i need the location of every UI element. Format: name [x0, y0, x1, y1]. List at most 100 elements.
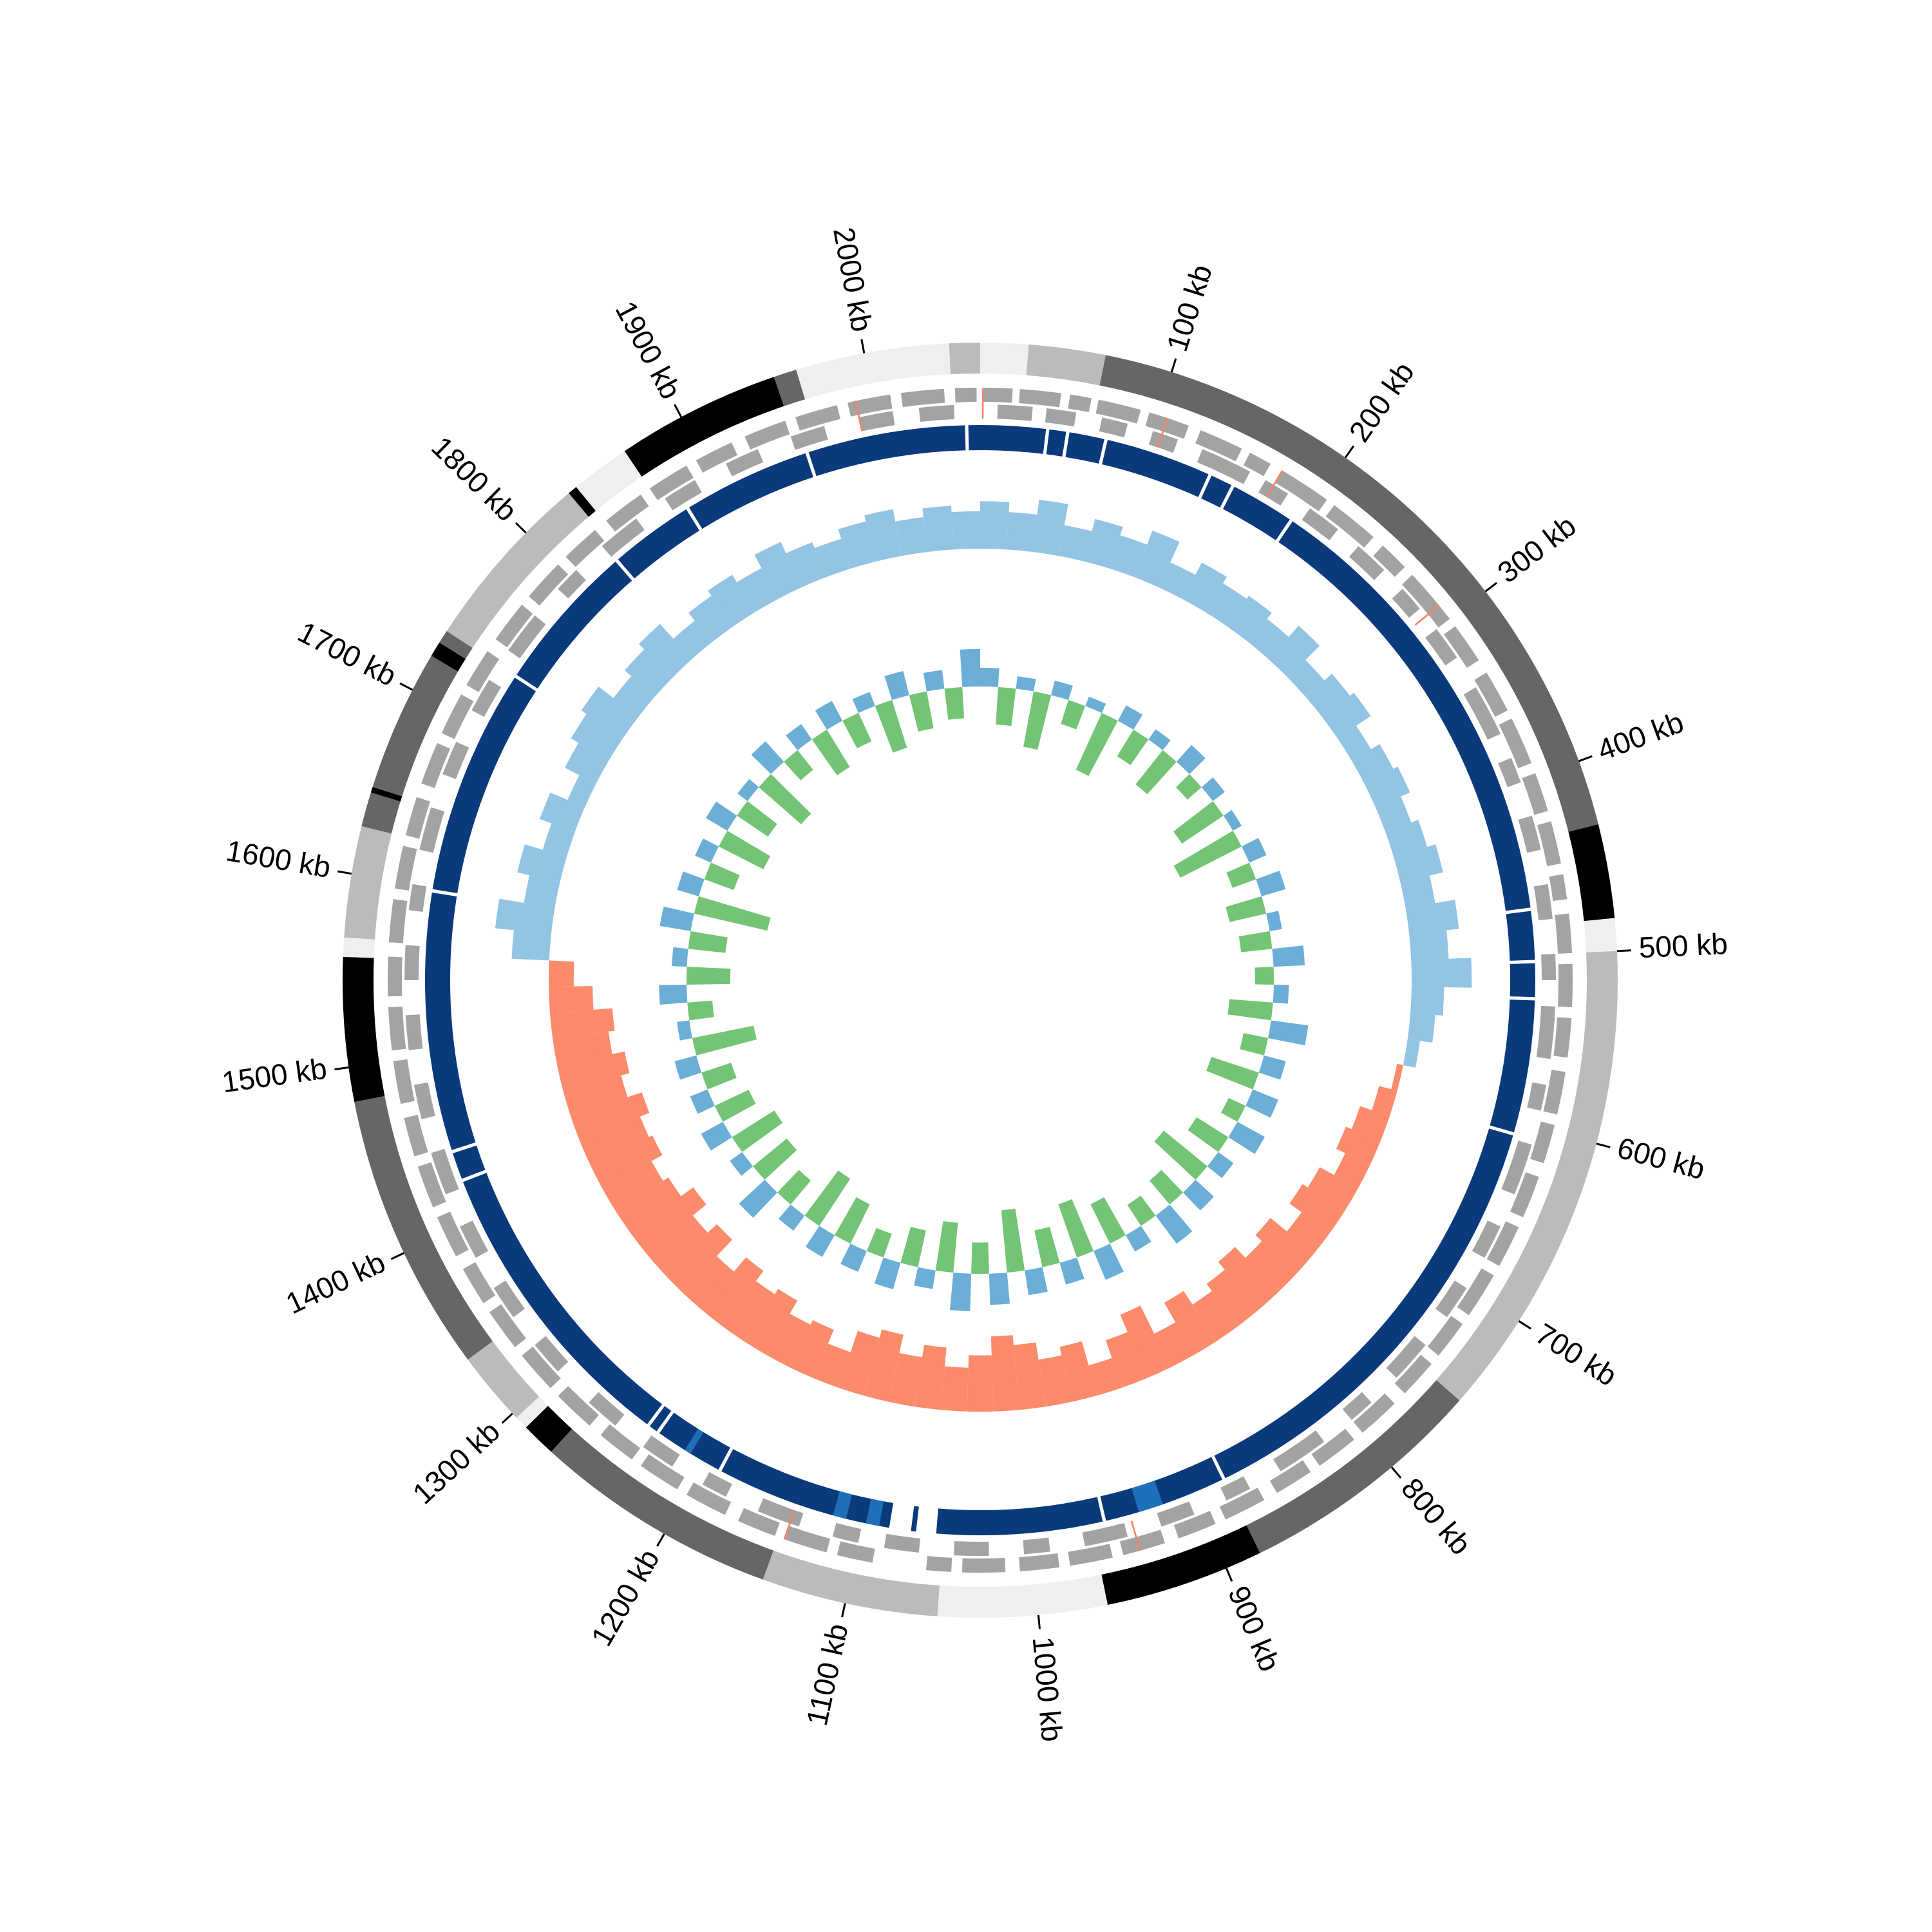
- gc-skew-bar: [815, 701, 843, 730]
- gc-content-bar: [1227, 596, 1272, 643]
- gene-forward: [395, 846, 417, 891]
- gene-reverse: [954, 1541, 989, 1556]
- ideogram-segment: [439, 630, 473, 659]
- gc-content-bar: [549, 986, 594, 1014]
- ideogram-segment: [370, 786, 402, 802]
- gc-skew-bar: [695, 838, 719, 863]
- gene-reverse: [419, 807, 445, 853]
- gene-forward: [1558, 963, 1573, 1008]
- tick-mark: [1484, 582, 1498, 592]
- gene-reverse: [726, 449, 764, 477]
- gene-forward: [640, 1454, 685, 1490]
- gc-content-bar: [557, 1051, 630, 1091]
- gc-skew-bar: [1268, 1020, 1309, 1046]
- gc-skew-bar: [688, 931, 728, 953]
- gene-forward: [1530, 1121, 1555, 1164]
- gene-forward: [1325, 505, 1374, 548]
- gc-skew-bar: [694, 896, 771, 931]
- gene-reverse: [858, 411, 895, 431]
- gene-reverse: [589, 1392, 625, 1426]
- gene-reverse: [431, 1148, 459, 1195]
- gc-content-bar: [1164, 1291, 1217, 1355]
- tick-mark: [501, 1412, 513, 1424]
- ring-block: [1510, 963, 1536, 998]
- ideogram-segment: [361, 792, 401, 834]
- gc-content-bar: [722, 1281, 775, 1341]
- gc-content-bar: [838, 521, 876, 569]
- gc-content-bar: [673, 620, 712, 659]
- gc-skew-bar: [1176, 744, 1206, 775]
- gene-forward: [489, 1304, 526, 1347]
- gc-skew-bar: [804, 1170, 851, 1226]
- gc-skew-bar: [1034, 1226, 1060, 1267]
- rna-gene: [1157, 417, 1169, 448]
- gene-reverse: [601, 518, 645, 557]
- ideogram-segment: [937, 1574, 1108, 1618]
- gc-content-bar: [1006, 512, 1037, 552]
- gc-skew-bar: [811, 730, 850, 775]
- gc-content-bar: [1154, 1322, 1195, 1368]
- gene-forward: [1444, 626, 1479, 668]
- gc-content-bar: [1403, 1039, 1420, 1068]
- gc-content-bar: [1394, 844, 1443, 883]
- gc-content-bar: [517, 844, 567, 883]
- ring-block: [1046, 429, 1066, 457]
- ideogram-segment: [796, 343, 951, 400]
- gene-forward: [1311, 1428, 1354, 1466]
- gc-skew-bar: [704, 862, 740, 890]
- tick-mark: [1390, 1466, 1402, 1479]
- gc-skew-bar: [1061, 700, 1086, 730]
- gene-reverse: [493, 1280, 525, 1318]
- gc-skew-bar: [914, 1267, 936, 1289]
- gc-content-bar: [511, 930, 551, 961]
- gene-forward: [1353, 1393, 1395, 1433]
- gc-content-bar: [549, 960, 574, 987]
- gene-forward: [1095, 399, 1141, 424]
- gene-forward: [1145, 412, 1189, 439]
- gene-forward: [1373, 545, 1405, 577]
- ring-block: [808, 425, 966, 477]
- gene-reverse: [832, 1522, 862, 1543]
- gc-content-bar: [1385, 820, 1428, 857]
- gc-skew-bar: [1182, 1179, 1214, 1211]
- gc-content-bar: [625, 649, 673, 697]
- gene-reverse: [1425, 629, 1457, 666]
- gc-skew-bar: [672, 947, 688, 967]
- gc-content-bar: [571, 1092, 650, 1141]
- gene-forward: [1019, 1553, 1060, 1571]
- gene-forward: [696, 442, 738, 473]
- gc-content-bar: [1088, 1358, 1122, 1396]
- gc-skew-bar: [1155, 1204, 1193, 1244]
- gc-content-bar: [1375, 796, 1412, 832]
- tick-mark: [399, 682, 413, 691]
- gc-skew-bar: [1188, 1117, 1229, 1152]
- gc-content-bar: [1159, 562, 1196, 600]
- gene-forward: [495, 605, 533, 648]
- gc-content-bar: [1110, 535, 1148, 578]
- gc-skew-bar: [1117, 705, 1143, 730]
- gene-forward: [417, 1162, 446, 1208]
- tick-mark: [841, 1603, 846, 1618]
- gc-content-bar: [1334, 1153, 1370, 1189]
- gc-content-bar: [1182, 562, 1227, 612]
- gc-skew-bar: [1154, 1130, 1208, 1180]
- gene-forward: [1457, 1268, 1494, 1316]
- gene-reverse: [1498, 757, 1521, 788]
- gc-skew-bar: [1025, 1267, 1048, 1296]
- rna-gene: [783, 1510, 795, 1540]
- tick-mark: [1225, 1567, 1233, 1582]
- gc-content-bar: [567, 775, 596, 808]
- gc-content-bar: [1391, 1064, 1403, 1091]
- ideogram-segment: [762, 1550, 940, 1616]
- gene-forward: [1394, 1354, 1432, 1394]
- gc-skew-bar: [784, 750, 813, 781]
- tick-mark: [1170, 358, 1177, 373]
- gene-forward: [462, 1262, 496, 1303]
- gene-forward: [437, 1211, 469, 1256]
- gc-content-bar: [1032, 500, 1068, 556]
- gc-skew-bar: [1226, 862, 1256, 888]
- ideogram-segment: [1101, 1525, 1260, 1605]
- tick-mark: [674, 404, 683, 418]
- gc-content-bar: [602, 1160, 663, 1211]
